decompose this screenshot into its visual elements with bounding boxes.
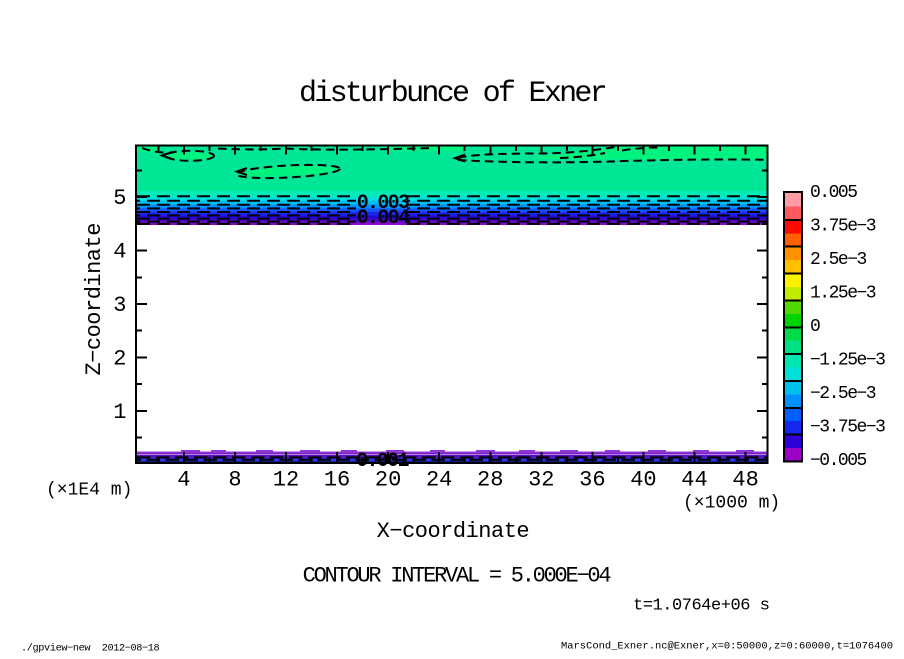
svg-text:3.75e−3: 3.75e−3	[810, 217, 876, 237]
svg-text:Z−coordinate: Z−coordinate	[82, 223, 107, 375]
svg-text:24: 24	[426, 467, 452, 492]
svg-text:0.004: 0.004	[357, 207, 410, 230]
svg-text:20: 20	[375, 467, 401, 492]
svg-text:0.003: 0.003	[357, 192, 409, 215]
svg-text:2.5e−3: 2.5e−3	[810, 250, 867, 270]
svg-text:44: 44	[681, 467, 707, 492]
svg-text:4: 4	[177, 467, 190, 492]
svg-text:−2.5e−3: −2.5e−3	[810, 384, 876, 404]
svg-text:28: 28	[477, 467, 503, 492]
svg-text:40: 40	[630, 467, 656, 492]
svg-text:32: 32	[528, 467, 554, 492]
svg-text:−3.75e−3: −3.75e−3	[810, 418, 885, 438]
svg-text:1: 1	[113, 400, 126, 425]
svg-text:1.25e−3: 1.25e−3	[810, 284, 876, 304]
svg-text:0.005: 0.005	[810, 183, 857, 203]
svg-text:48: 48	[732, 467, 758, 492]
svg-text:3: 3	[113, 293, 126, 318]
svg-text:X−coordinate: X−coordinate	[377, 519, 529, 544]
svg-text:12: 12	[273, 467, 299, 492]
svg-text:0.001: 0.001	[356, 450, 409, 473]
svg-text:5: 5	[113, 186, 126, 211]
svg-text:4: 4	[113, 240, 126, 265]
svg-text:CONTOUR INTERVAL = 5.000E−04: CONTOUR INTERVAL = 5.000E−04	[303, 564, 612, 589]
svg-text:MarsCond_Exner.nc@Exner,x=0:50: MarsCond_Exner.nc@Exner,x=0:50000,z=0:60…	[561, 641, 893, 653]
svg-text:16: 16	[324, 467, 350, 492]
svg-text:−0.005: −0.005	[810, 451, 867, 471]
svg-text:(×1E4 m): (×1E4 m)	[46, 481, 132, 501]
svg-text:./gpview−new 2012−08−18: ./gpview−new 2012−08−18	[21, 643, 160, 655]
svg-text:2: 2	[113, 346, 126, 371]
svg-text:36: 36	[579, 467, 605, 492]
svg-text:8: 8	[228, 467, 241, 492]
svg-text:−1.25e−3: −1.25e−3	[810, 351, 885, 371]
svg-text:(×1000 m): (×1000 m)	[683, 494, 780, 514]
svg-text:disturbunce of Exner: disturbunce of Exner	[299, 77, 606, 111]
svg-text:t=1.0764e+06 s: t=1.0764e+06 s	[633, 597, 770, 616]
svg-text:0: 0	[810, 317, 820, 337]
